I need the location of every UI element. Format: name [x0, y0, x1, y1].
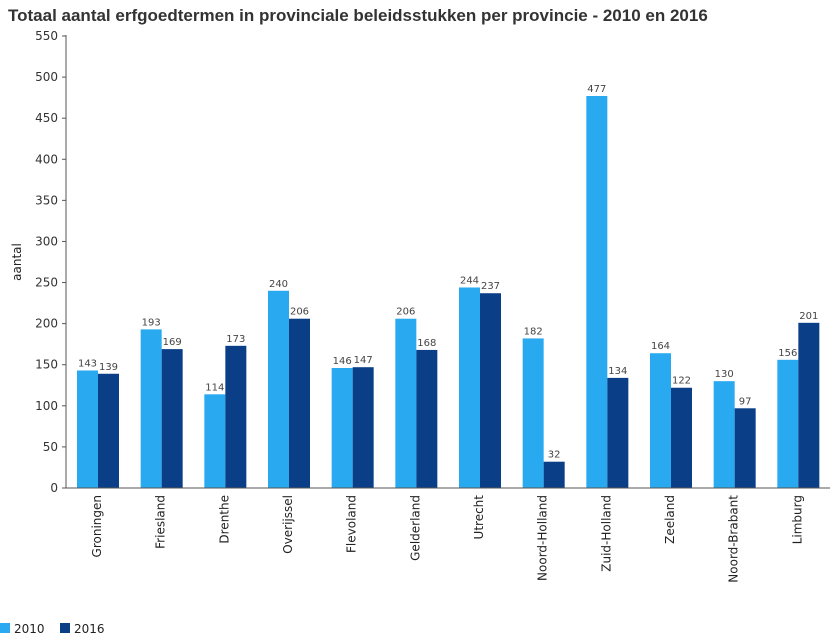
x-tick-label: Gelderland [408, 495, 422, 561]
data-label: 97 [739, 396, 752, 407]
bar-2016 [734, 408, 756, 488]
bar-2016 [98, 373, 119, 488]
x-tick-label: Friesland [154, 495, 168, 549]
data-label: 134 [608, 366, 627, 377]
data-label: 122 [672, 376, 691, 387]
data-label: 182 [524, 326, 543, 337]
data-label: 173 [226, 334, 245, 345]
data-label: 32 [548, 450, 561, 461]
legend-label: 2010 [14, 622, 45, 636]
x-tick-label: Zuid-Holland [599, 495, 613, 572]
y-axis: 0 50 100 150 200 250 300 350 400 450 500 550 [35, 29, 66, 495]
legend-swatch [0, 623, 10, 633]
y-tick-label: 550 [35, 29, 58, 43]
y-axis-label: aantal [10, 243, 24, 281]
data-label: 146 [333, 356, 352, 367]
bar-2010 [77, 370, 98, 488]
bar-2010 [331, 368, 353, 488]
data-label: 130 [715, 369, 734, 380]
data-label: 206 [290, 307, 309, 318]
bar-2016 [289, 318, 310, 488]
y-tick-label: 350 [35, 193, 58, 207]
bar-2016 [161, 349, 183, 488]
bar-2010 [650, 353, 671, 488]
bar-2010 [204, 394, 226, 488]
legend: 2010 2016 [0, 622, 105, 636]
y-tick-label: 300 [35, 234, 58, 248]
data-label: 143 [78, 358, 97, 369]
bar-2010 [395, 318, 417, 488]
x-tick-label: Zeeland [663, 495, 677, 544]
y-tick-label: 400 [35, 152, 58, 166]
bar-2016 [543, 461, 565, 488]
data-label: 244 [460, 275, 479, 286]
bar-2010 [777, 359, 799, 488]
chart-title: Totaal aantal erfgoedtermen in provincia… [8, 6, 708, 25]
data-label: 139 [99, 362, 118, 373]
x-tick-label: Noord-Brabant [727, 495, 741, 583]
bar-2010 [140, 329, 162, 488]
data-label: 114 [205, 382, 224, 393]
y-tick-label: 50 [43, 440, 58, 454]
bar-2010 [713, 381, 735, 488]
x-tick-label: Drenthe [217, 495, 231, 544]
data-label: 477 [587, 84, 606, 95]
x-tick-label: Overijssel [281, 495, 295, 554]
bar-2016 [671, 387, 692, 488]
data-label: 193 [142, 317, 161, 328]
data-label: 164 [651, 341, 670, 352]
bar-2016 [225, 345, 247, 488]
data-label: 169 [163, 337, 182, 348]
bar-2016 [416, 349, 438, 488]
y-tick-label: 250 [35, 276, 58, 290]
bars [77, 95, 820, 488]
bar-2010 [586, 95, 608, 488]
bar-2016 [480, 293, 501, 488]
y-tick-label: 100 [35, 399, 58, 413]
x-tick-label: Utrecht [472, 495, 486, 540]
bar-2016 [352, 367, 374, 488]
data-label: 237 [481, 281, 500, 292]
x-axis: Groningen Friesland Drenthe Overijssel Flevo… [90, 495, 804, 583]
y-tick-label: 0 [50, 481, 58, 495]
legend-label: 2016 [74, 622, 105, 636]
x-tick-label: Groningen [90, 495, 104, 557]
data-label: 240 [269, 279, 288, 290]
y-tick-label: 500 [35, 70, 58, 84]
legend-swatch [60, 623, 70, 633]
bar-2016 [798, 322, 820, 488]
data-label: 156 [778, 348, 797, 359]
data-label: 147 [354, 355, 373, 366]
x-tick-label: Flevoland [345, 495, 359, 553]
data-label: 168 [417, 338, 436, 349]
bar-2010 [522, 338, 544, 488]
bar-2016 [607, 377, 629, 488]
data-label: 201 [799, 311, 818, 322]
x-tick-label: Noord-Holland [536, 495, 550, 581]
data-label: 206 [396, 307, 415, 318]
y-tick-label: 450 [35, 111, 58, 125]
y-tick-label: 150 [35, 358, 58, 372]
bar-2010 [268, 290, 289, 488]
y-tick-label: 200 [35, 317, 58, 331]
bar-2010 [459, 287, 480, 488]
x-tick-label: Limburg [790, 495, 804, 544]
